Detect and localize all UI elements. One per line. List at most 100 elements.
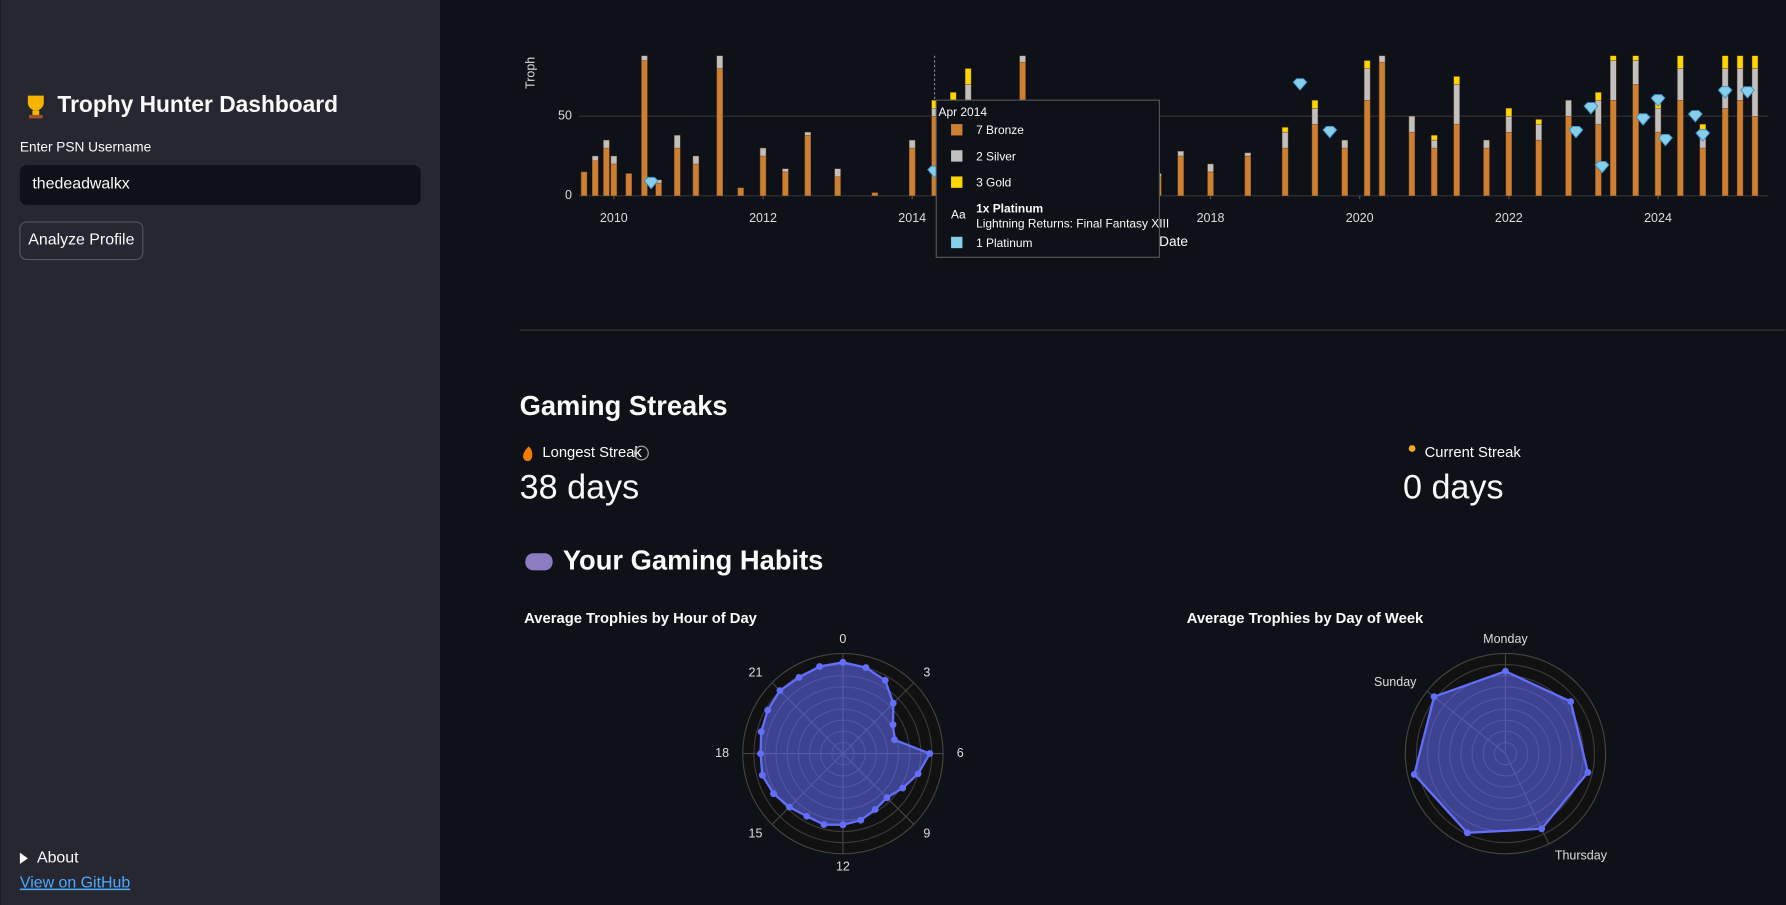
angular-label: Sunday <box>1374 675 1417 689</box>
metric-value: 38 days <box>520 469 640 507</box>
bar-segment <box>1453 76 1460 85</box>
bar-segment <box>1453 84 1460 125</box>
bar-segment <box>1483 139 1490 149</box>
bar-segment <box>1677 100 1684 197</box>
radar-point <box>914 770 922 778</box>
angular-label: 21 <box>748 665 762 679</box>
bar-segment <box>1535 123 1542 141</box>
bar-segment <box>655 182 662 197</box>
tooltip-date: Apr 2014 <box>939 105 988 119</box>
bar-segment <box>1595 123 1602 197</box>
tooltip-headline: 1x Platinum <box>976 202 1043 216</box>
bar-segment <box>1505 116 1513 133</box>
bar-segment <box>1244 152 1252 157</box>
platinum-marker <box>1583 102 1599 115</box>
bar-segment <box>1363 60 1371 69</box>
bar-segment <box>1281 127 1289 133</box>
bar-segment <box>950 92 957 101</box>
swatch <box>951 150 963 162</box>
metric-label: Current Streak <box>1425 445 1522 461</box>
bar-segment <box>625 173 632 197</box>
bar-segment <box>1311 108 1319 125</box>
bar-segment <box>603 139 610 149</box>
about-toggle[interactable]: About <box>37 850 79 867</box>
bar-segment <box>1019 55 1026 63</box>
bar-segment <box>692 155 700 165</box>
bar-segment <box>1363 68 1371 101</box>
analyze-button[interactable] <box>19 221 144 261</box>
about-arrow[interactable] <box>19 852 28 865</box>
radar-point <box>757 750 764 758</box>
platinum-marker <box>1740 86 1755 99</box>
tooltip-marker: Aa <box>951 207 966 221</box>
platinum-marker <box>1650 94 1666 107</box>
bar-segment <box>1505 131 1513 197</box>
input-label: Enter PSN Username <box>20 140 151 155</box>
runner-icon <box>1408 445 1416 452</box>
bar-segment <box>1677 68 1684 101</box>
bar-segment <box>1736 55 1744 69</box>
bar-segment <box>1311 123 1319 197</box>
bar-segment <box>580 171 588 197</box>
platinum-marker <box>1594 161 1610 174</box>
platinum-marker <box>643 176 659 190</box>
bar-segment <box>592 155 599 162</box>
radar-point <box>889 699 897 707</box>
bar-segment <box>1431 139 1438 149</box>
bar-segment <box>692 163 700 197</box>
bar-segment <box>1721 108 1729 197</box>
radar-point <box>758 771 766 779</box>
metric-value: 0 days <box>1403 469 1504 507</box>
x-tick-label: 2022 <box>1495 211 1523 225</box>
swatch <box>951 124 963 136</box>
chart-title: Average Trophies by Hour of Day <box>524 611 758 627</box>
angular-label: Monday <box>1483 632 1528 646</box>
bar-segment <box>1177 155 1184 197</box>
bar-segment <box>1177 151 1184 157</box>
y-tick-label: 0 <box>565 188 572 202</box>
angular-label: 9 <box>923 826 930 840</box>
bar-segment <box>1535 119 1542 125</box>
bar-segment <box>1505 108 1513 117</box>
radar-point <box>926 750 934 758</box>
bar-segment <box>804 131 811 136</box>
angular-label: 15 <box>748 826 762 840</box>
tooltip: Apr 2014 7 Bronze 2 Silver 3 Gold Aa 1x … <box>935 99 1169 258</box>
tooltip-item: 3 Gold <box>976 175 1011 189</box>
bar-segment <box>1751 55 1759 69</box>
radar-point <box>785 803 793 811</box>
help-icon[interactable] <box>634 445 649 461</box>
section-title: Your Gaming Habits <box>563 545 824 576</box>
bar-segment <box>1736 68 1744 101</box>
radar-point <box>883 794 891 802</box>
platinum-marker <box>1322 126 1338 139</box>
x-tick-label: 2024 <box>1644 211 1672 225</box>
bar-segment <box>1207 163 1214 173</box>
angular-label: Thursday <box>1555 848 1608 862</box>
radar-point <box>776 687 784 695</box>
bar-segment <box>1281 131 1289 149</box>
bar-segment <box>1431 147 1438 197</box>
bar-segment <box>1378 61 1386 197</box>
tooltip-game: Lightning Returns: Final Fantasy XIII <box>976 216 1169 230</box>
angular-label: 0 <box>839 632 846 646</box>
platinum-marker <box>1292 78 1308 91</box>
bar-segment <box>1281 147 1289 197</box>
bar-segment <box>909 147 916 197</box>
bar-segment <box>1610 55 1617 61</box>
bar-segment <box>1408 131 1416 197</box>
input-value[interactable]: thedeadwalkx <box>32 176 129 193</box>
y-axis-label: Troph <box>523 57 537 89</box>
bar-segment <box>1632 55 1639 61</box>
radar-point <box>1463 829 1471 837</box>
username-input[interactable] <box>19 165 421 205</box>
x-tick-label: 2014 <box>898 211 926 225</box>
bar-segment <box>737 187 744 197</box>
button-label[interactable]: Analyze Profile <box>28 231 134 248</box>
github-link[interactable]: View on GitHub <box>20 875 130 892</box>
bar-segment <box>834 176 841 197</box>
bar-segment <box>759 155 767 197</box>
radar-point <box>770 790 777 798</box>
bar-segment <box>1654 131 1662 197</box>
x-tick-label: 2020 <box>1346 211 1374 225</box>
